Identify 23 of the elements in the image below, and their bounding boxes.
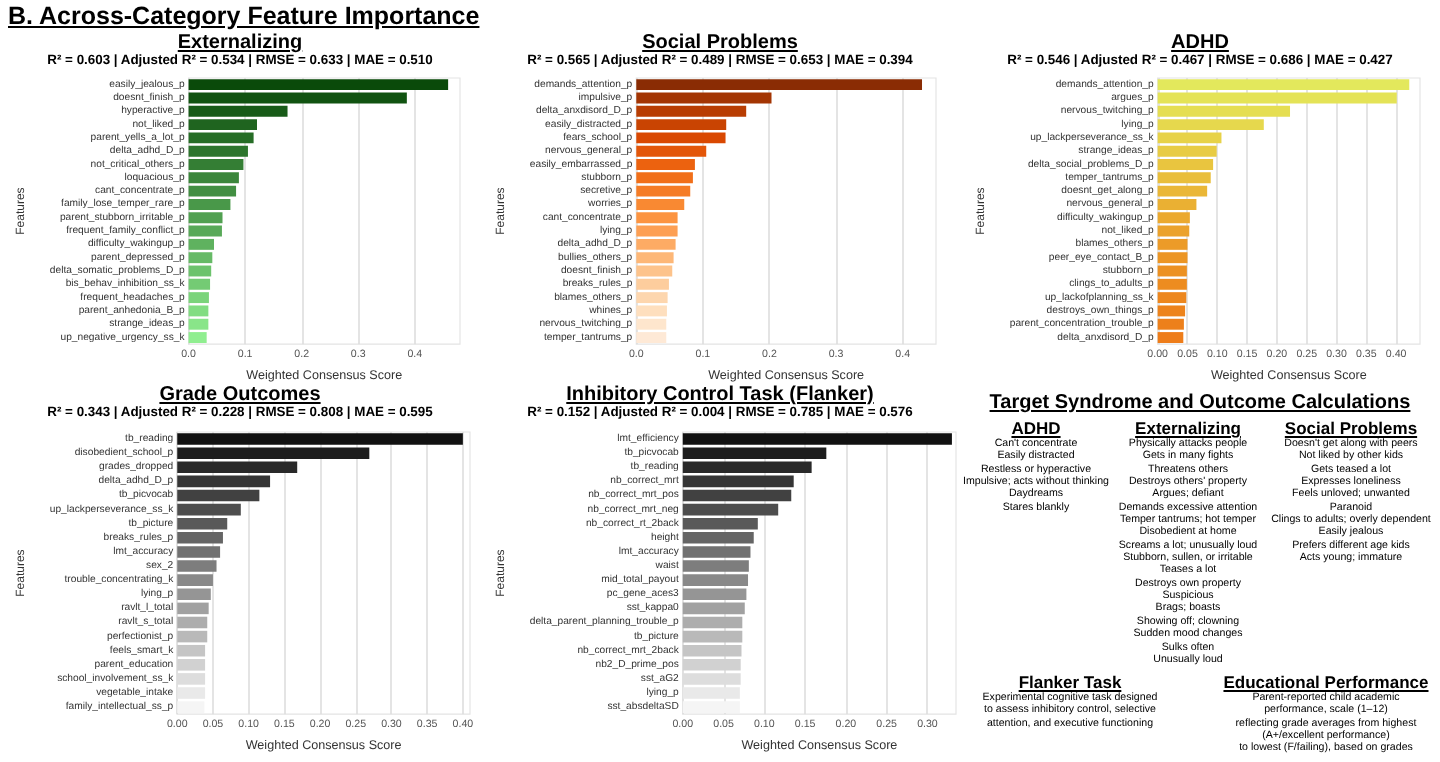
bar	[636, 225, 678, 237]
bar	[636, 212, 678, 224]
bar	[636, 238, 676, 250]
bar	[636, 305, 667, 317]
chart-title: Social Problems	[640, 32, 800, 54]
bar	[636, 105, 747, 117]
chart-title: ADHD	[1169, 32, 1231, 54]
bar	[636, 265, 673, 277]
text: Target Syndrome and Outcome Calculations	[987, 392, 1413, 414]
bar	[636, 132, 726, 144]
text: B. Across-Category Feature Importance	[8, 2, 480, 30]
chart-title: Grade Outcomes	[157, 384, 323, 406]
bar	[636, 198, 685, 210]
bar	[636, 278, 669, 290]
bar	[636, 292, 668, 304]
bar	[636, 252, 674, 264]
chart-title: Externalizing	[175, 32, 305, 54]
bar	[636, 119, 727, 131]
bar	[636, 92, 772, 104]
bar	[636, 172, 693, 184]
chart-title: Inhibitory Control Task (Flanker)	[564, 384, 876, 406]
bar	[636, 185, 691, 197]
bar	[636, 79, 923, 91]
